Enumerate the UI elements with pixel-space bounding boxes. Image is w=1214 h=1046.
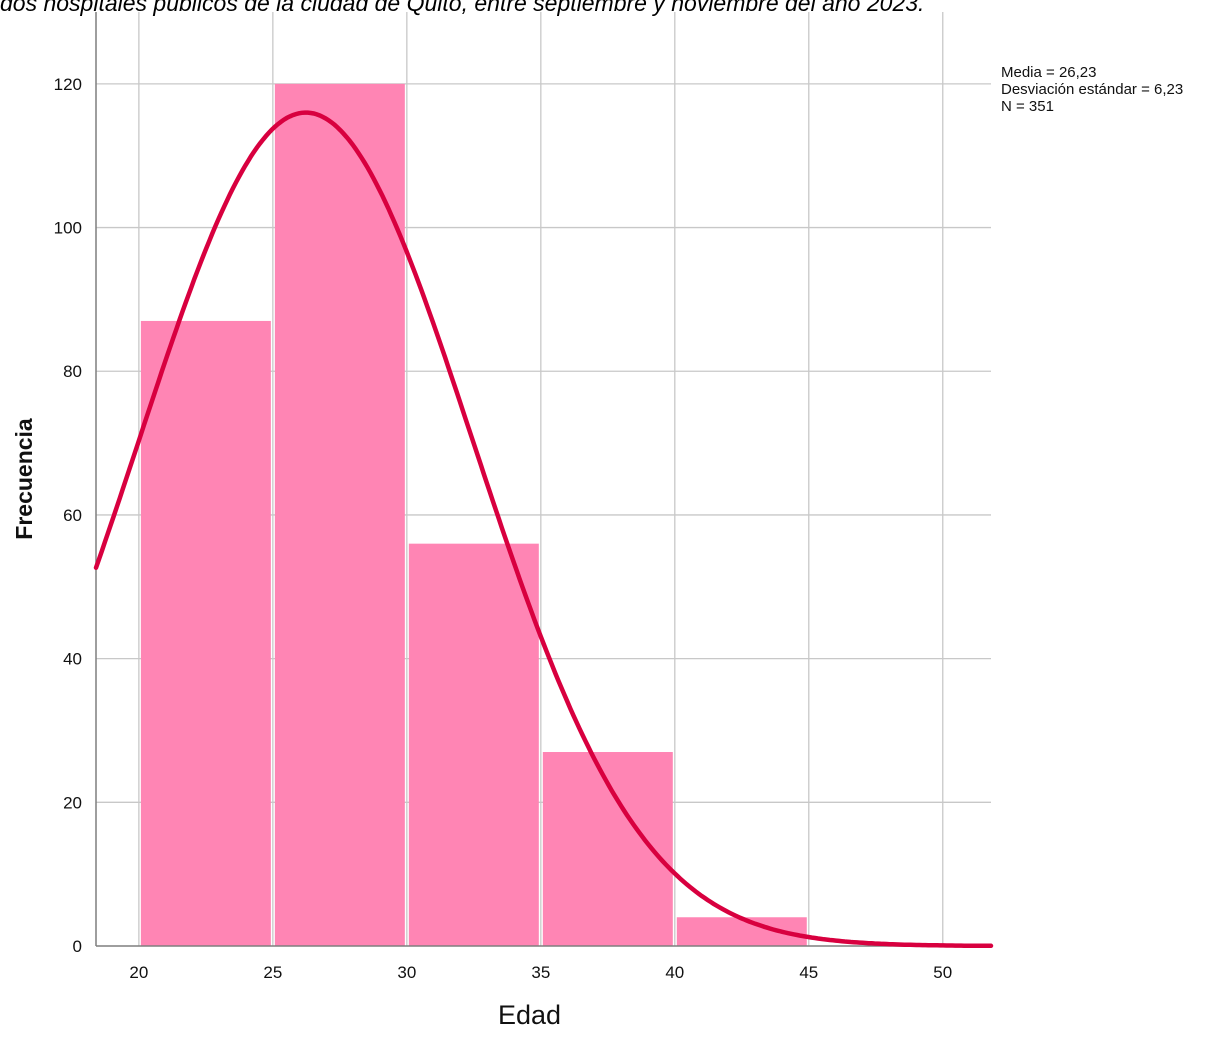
y-axis-title: Frecuencia xyxy=(11,418,37,540)
stats-line: Media = 26,23 xyxy=(1001,64,1097,81)
normal-curve xyxy=(93,110,994,949)
histogram-bar xyxy=(274,83,405,947)
x-tick-label: 30 xyxy=(397,963,416,982)
x-tick-label: 40 xyxy=(665,963,684,982)
x-tick-label: 35 xyxy=(531,963,550,982)
y-tick-label: 100 xyxy=(54,219,82,238)
histogram-bar xyxy=(140,320,271,946)
grid xyxy=(96,12,991,946)
figure-caption: dos hospitales públicos de la ciudad de … xyxy=(0,0,925,16)
y-tick-label: 60 xyxy=(63,506,82,525)
axis-labels: 0 20 40 60 80 100 120 20 25 30 35 40 45 50 Edad Frecuen… xyxy=(11,75,952,1030)
x-axis-title: Edad xyxy=(498,1000,561,1030)
normal-curve-layer xyxy=(93,110,994,949)
y-tick-label: 80 xyxy=(63,362,82,381)
y-tick-label: 40 xyxy=(63,650,82,669)
y-tick-label: 20 xyxy=(63,793,82,812)
axes xyxy=(95,12,991,947)
x-tick-label: 20 xyxy=(129,963,148,982)
y-tick-label: 0 xyxy=(73,937,82,956)
x-tick-label: 50 xyxy=(933,963,952,982)
stats-line: N = 351 xyxy=(1001,98,1054,115)
histogram-bar xyxy=(408,543,539,946)
y-tick-label: 120 xyxy=(54,75,82,94)
stats-line: Desviación estándar = 6,23 xyxy=(1001,81,1183,98)
x-tick-label: 25 xyxy=(263,963,282,982)
x-tick-label: 45 xyxy=(799,963,818,982)
